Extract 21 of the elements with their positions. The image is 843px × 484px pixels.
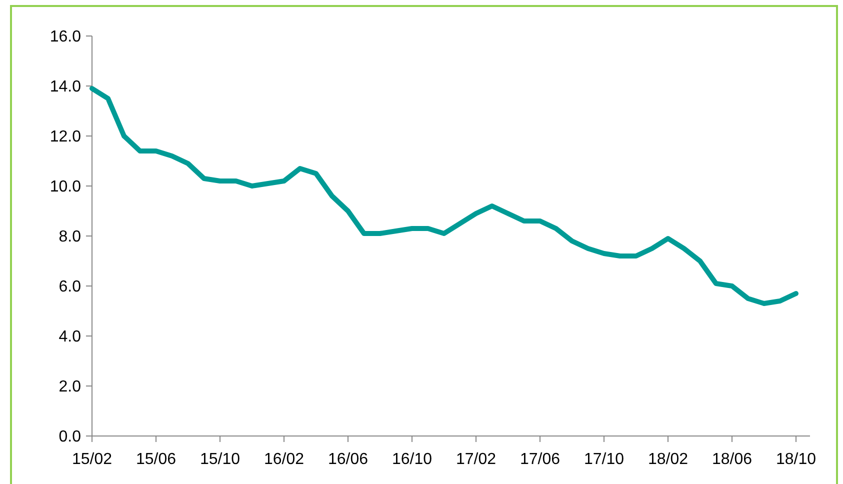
y-tick-label: 14.0	[50, 78, 82, 96]
x-tick-label: 17/10	[584, 451, 624, 468]
y-tick-label: 8.0	[58, 228, 82, 246]
y-tick-label: 0.0	[58, 428, 82, 446]
x-tick-label: 16/10	[392, 451, 432, 468]
x-tick-label: 16/02	[264, 451, 304, 468]
x-tick-label: 18/02	[648, 451, 688, 468]
y-tick-label: 4.0	[58, 328, 82, 346]
x-tick-label: 15/02	[72, 451, 112, 468]
y-tick-label: 10.0	[50, 178, 82, 196]
x-tick-label: 16/06	[328, 451, 368, 468]
x-tick-label: 17/06	[520, 451, 560, 468]
y-tick-label: 12.0	[50, 128, 82, 146]
x-tick-label: 18/10	[776, 451, 816, 468]
x-tick-label: 18/06	[712, 451, 752, 468]
y-tick-label: 16.0	[50, 28, 82, 46]
y-tick-label: 6.0	[58, 278, 82, 296]
x-tick-label: 15/10	[200, 451, 240, 468]
x-tick-label: 15/06	[136, 451, 176, 468]
y-tick-label: 2.0	[58, 378, 82, 396]
x-tick-label: 17/02	[456, 451, 496, 468]
